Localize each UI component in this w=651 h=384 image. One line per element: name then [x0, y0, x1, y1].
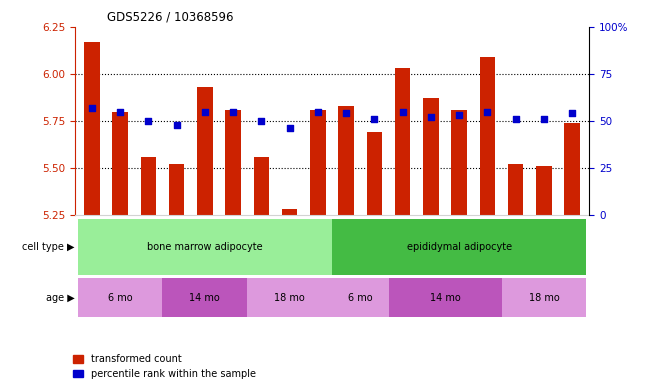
Legend: transformed count, percentile rank within the sample: transformed count, percentile rank withi…: [73, 354, 256, 379]
Point: [482, 109, 493, 115]
Bar: [389, 278, 501, 317]
Text: epididymal adipocyte: epididymal adipocyte: [407, 242, 512, 252]
Bar: [332, 278, 389, 317]
Bar: [141, 157, 156, 215]
Bar: [84, 42, 100, 215]
Bar: [339, 106, 354, 215]
Point: [228, 109, 238, 115]
Point: [341, 110, 352, 116]
Bar: [310, 110, 326, 215]
Text: cell type ▶: cell type ▶: [21, 242, 74, 252]
Bar: [536, 166, 551, 215]
Bar: [282, 209, 298, 215]
Text: age ▶: age ▶: [46, 293, 74, 303]
Point: [312, 109, 323, 115]
Text: 14 mo: 14 mo: [189, 293, 220, 303]
Bar: [254, 157, 269, 215]
Point: [171, 122, 182, 128]
Point: [200, 109, 210, 115]
Bar: [77, 278, 163, 317]
Bar: [197, 87, 213, 215]
Point: [87, 105, 97, 111]
Text: 6 mo: 6 mo: [108, 293, 132, 303]
Bar: [332, 219, 587, 275]
Text: bone marrow adipocyte: bone marrow adipocyte: [147, 242, 262, 252]
Point: [454, 112, 464, 118]
Point: [115, 109, 125, 115]
Bar: [225, 110, 241, 215]
Point: [539, 116, 549, 122]
Bar: [451, 110, 467, 215]
Text: GDS5226 / 10368596: GDS5226 / 10368596: [107, 10, 234, 23]
Bar: [564, 123, 580, 215]
Text: 18 mo: 18 mo: [274, 293, 305, 303]
Bar: [501, 278, 587, 317]
Text: 6 mo: 6 mo: [348, 293, 372, 303]
Bar: [423, 98, 439, 215]
Bar: [367, 132, 382, 215]
Point: [567, 110, 577, 116]
Point: [256, 118, 266, 124]
Bar: [480, 57, 495, 215]
Text: 14 mo: 14 mo: [430, 293, 460, 303]
Text: 18 mo: 18 mo: [529, 293, 559, 303]
Point: [398, 109, 408, 115]
Point: [426, 114, 436, 120]
Point: [284, 126, 295, 132]
Bar: [395, 68, 410, 215]
Bar: [113, 112, 128, 215]
Bar: [77, 219, 332, 275]
Point: [510, 116, 521, 122]
Bar: [163, 278, 247, 317]
Bar: [247, 278, 332, 317]
Point: [369, 116, 380, 122]
Bar: [169, 164, 184, 215]
Bar: [508, 164, 523, 215]
Point: [143, 118, 154, 124]
